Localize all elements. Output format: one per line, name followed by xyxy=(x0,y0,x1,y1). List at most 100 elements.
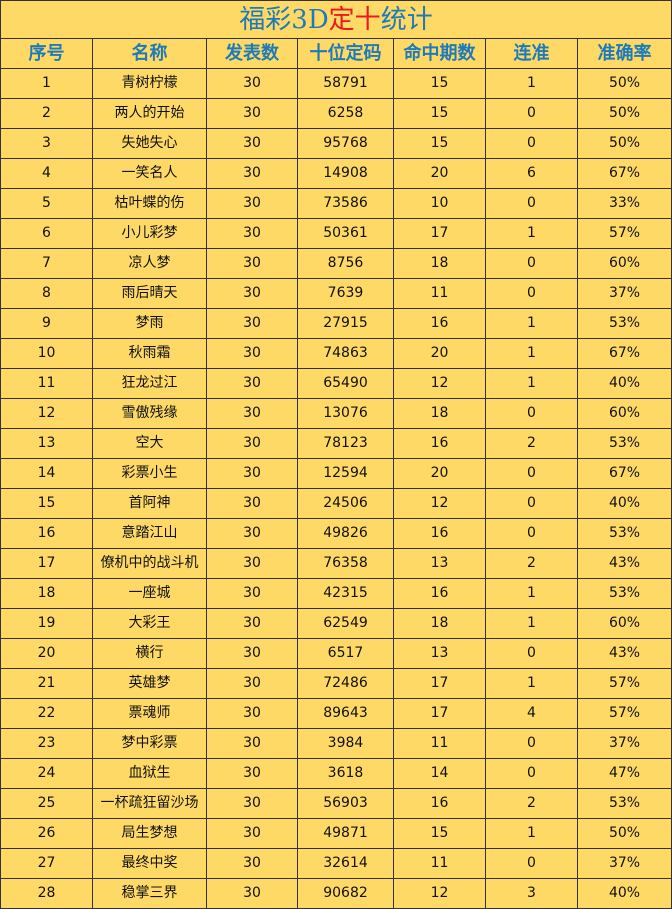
table-row: 11 狂龙过江 30 65490 12 1 40% xyxy=(1,369,671,399)
table-cell: 30 xyxy=(207,399,298,428)
table-cell: 43% xyxy=(608,555,641,571)
table-cell: 4 xyxy=(1,159,93,188)
table-cell: 24 xyxy=(1,759,93,788)
table-cell: 49871 xyxy=(298,819,394,848)
table-cell: 15 xyxy=(394,69,486,98)
table-cell: 37% xyxy=(608,285,641,301)
table-cell: 0 xyxy=(486,279,578,308)
table-cell: 首阿神 xyxy=(93,489,207,518)
table-cell: 50% xyxy=(608,825,641,841)
table-cell: 凉人梦 xyxy=(93,249,207,278)
table-cell: 0 xyxy=(486,729,578,758)
table-cell: 67% xyxy=(608,345,641,361)
table-cell: 62549 xyxy=(298,609,394,638)
table-cell: 15 xyxy=(394,129,486,158)
table-row: 18 一座城 30 42315 16 1 53% xyxy=(1,579,671,609)
table-cell: 局生梦想 xyxy=(93,819,207,848)
table-cell: 两人的开始 xyxy=(93,99,207,128)
table-cell: 7639 xyxy=(298,279,394,308)
table-cell: 78123 xyxy=(298,429,394,458)
table-cell: 9 xyxy=(1,309,93,338)
table-cell: 6517 xyxy=(298,639,394,668)
table-cell: 16 xyxy=(394,579,486,608)
table-cell: 3 xyxy=(1,129,93,158)
table-cell: 50361 xyxy=(298,219,394,248)
table-cell: 50% xyxy=(608,135,641,151)
table-cell: 20 xyxy=(1,639,93,668)
table-cell: 3618 xyxy=(298,759,394,788)
table-cell: 30 xyxy=(207,789,298,818)
table-row: 4 一笑名人 30 14908 20 6 67% xyxy=(1,159,671,189)
table-cell: 37% xyxy=(608,855,641,871)
table-cell: 42315 xyxy=(298,579,394,608)
table-cell: 雪傲残缘 xyxy=(93,399,207,428)
table-row: 26 局生梦想 30 49871 15 1 50% xyxy=(1,819,671,849)
table-cell: 17 xyxy=(394,219,486,248)
table-cell: 30 xyxy=(207,489,298,518)
table-cell: 16 xyxy=(394,429,486,458)
column-header: 序号 xyxy=(1,39,93,68)
column-header: 发表数 xyxy=(207,39,298,68)
table-cell: 1 xyxy=(486,339,578,368)
table-cell: 16 xyxy=(394,789,486,818)
table-cell: 33% xyxy=(608,195,641,211)
table-cell: 空大 xyxy=(93,429,207,458)
table-row: 7 凉人梦 30 8756 18 0 60% xyxy=(1,249,671,279)
table-cell: 30 xyxy=(207,819,298,848)
table-cell: 76358 xyxy=(298,549,394,578)
table-cell: 2 xyxy=(486,429,578,458)
table-cell: 1 xyxy=(486,219,578,248)
table-cell: 53% xyxy=(608,585,641,601)
table-cell: 30 xyxy=(207,459,298,488)
table-cell: 11 xyxy=(394,279,486,308)
table-cell: 0 xyxy=(486,519,578,548)
table-cell: 13 xyxy=(394,549,486,578)
table-cell: 30 xyxy=(207,219,298,248)
table-cell: 30 xyxy=(207,879,298,908)
table-cell: 失她失心 xyxy=(93,129,207,158)
table-cell: 30 xyxy=(207,669,298,698)
table-cell: 53% xyxy=(608,795,641,811)
table: 序号 名称 发表数 十位定码 命中期数 连准 准确率 1 青树柠檬 30 58791 15 1 50% 2 两… xyxy=(1,39,671,908)
table-cell: 2 xyxy=(486,789,578,818)
table-row: 28 稳掌三界 30 90682 12 3 40% xyxy=(1,879,671,908)
table-cell: 30 xyxy=(207,699,298,728)
table-cell: 14 xyxy=(394,759,486,788)
table-cell: 一杯疏狂留沙场 xyxy=(93,789,207,818)
table-cell: 25 xyxy=(1,789,93,818)
table-cell: 1 xyxy=(486,369,578,398)
table-cell: 秋雨霜 xyxy=(93,339,207,368)
table-cell: 0 xyxy=(486,459,578,488)
table-cell: 27 xyxy=(1,849,93,878)
table-cell: 53% xyxy=(608,315,641,331)
table-cell: 30 xyxy=(207,639,298,668)
table-cell: 彩票小生 xyxy=(93,459,207,488)
table-cell: 横行 xyxy=(93,639,207,668)
table-row: 3 失她失心 30 95768 15 0 50% xyxy=(1,129,671,159)
column-header: 十位定码 xyxy=(298,39,394,68)
table-cell: 16 xyxy=(1,519,93,548)
table-row: 27 最终中奖 30 32614 11 0 37% xyxy=(1,849,671,879)
table-cell: 15 xyxy=(1,489,93,518)
table-cell: 22 xyxy=(1,699,93,728)
table-cell: 11 xyxy=(394,849,486,878)
table-cell: 意踏江山 xyxy=(93,519,207,548)
table-row: 2 两人的开始 30 6258 15 0 50% xyxy=(1,99,671,129)
table-cell: 65490 xyxy=(298,369,394,398)
table-cell: 30 xyxy=(207,429,298,458)
table-cell: 6 xyxy=(1,219,93,248)
table-cell: 16 xyxy=(394,309,486,338)
table-cell: 8 xyxy=(1,279,93,308)
table-cell: 30 xyxy=(207,549,298,578)
table-row: 13 空大 30 78123 16 2 53% xyxy=(1,429,671,459)
table-cell: 20 xyxy=(394,459,486,488)
table-cell: 30 xyxy=(207,99,298,128)
column-header: 准确率 xyxy=(597,43,652,64)
table-cell: 0 xyxy=(486,129,578,158)
table-cell: 30 xyxy=(207,519,298,548)
table-row: 21 英雄梦 30 72486 17 1 57% xyxy=(1,669,671,699)
table-cell: 1 xyxy=(486,69,578,98)
table-cell: 47% xyxy=(608,765,641,781)
table-row: 15 首阿神 30 24506 12 0 40% xyxy=(1,489,671,519)
table-cell: 英雄梦 xyxy=(93,669,207,698)
